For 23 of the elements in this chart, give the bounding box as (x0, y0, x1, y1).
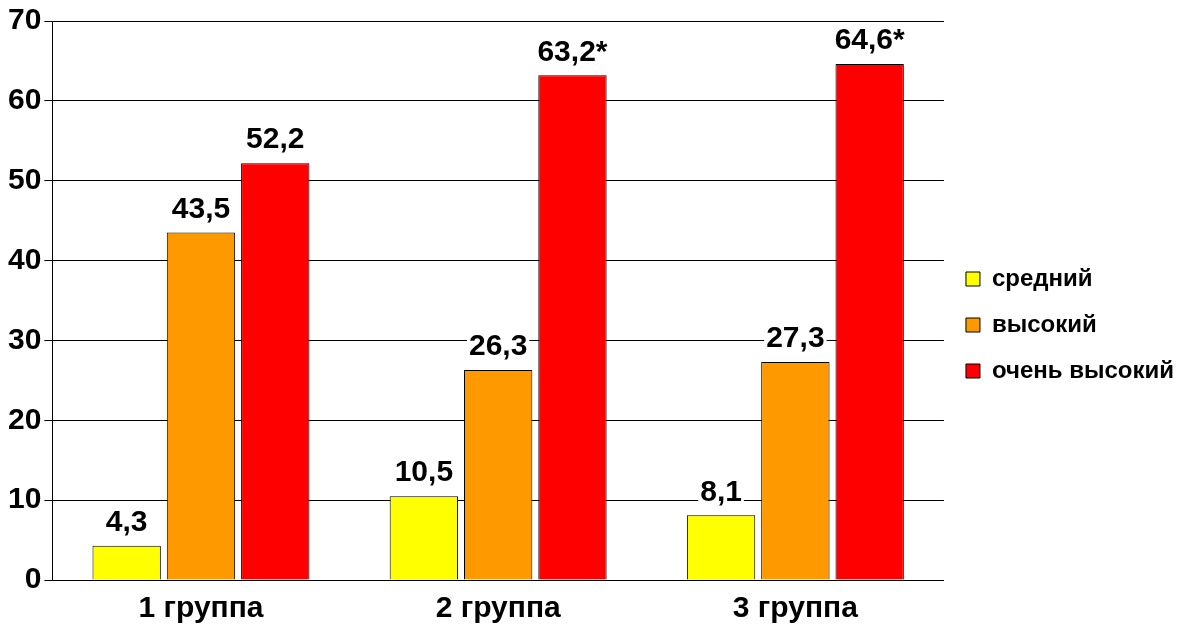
data-label: 8,1 (700, 473, 742, 507)
legend-label: очень высокий (991, 355, 1175, 383)
data-label: 64,6* (834, 22, 906, 56)
data-label: 52,2 (246, 121, 305, 155)
y-tick-label: 40 (7, 241, 42, 275)
y-tick-label: 20 (7, 401, 42, 435)
data-label: 43,5 (171, 190, 231, 224)
y-tick-label: 30 (7, 321, 42, 355)
x-tick-label: 2 группа (435, 590, 561, 624)
y-tick-label: 0 (24, 561, 42, 595)
y-tick-label: 10 (7, 481, 42, 515)
data-label: 10,5 (394, 454, 454, 488)
data-label: 4,3 (105, 503, 148, 537)
x-tick-label: 3 группа (732, 590, 859, 624)
data-label: 27,3 (766, 320, 825, 354)
y-tick-label: 60 (7, 82, 42, 116)
data-label: 63,2* (537, 33, 608, 67)
legend-label: высокий (991, 309, 1097, 337)
legend-label: средний (991, 263, 1093, 291)
data-label: 26,3 (468, 328, 528, 362)
y-tick-label: 70 (7, 2, 42, 36)
x-tick-label: 1 группа (138, 590, 264, 624)
y-tick-label: 50 (7, 161, 42, 195)
